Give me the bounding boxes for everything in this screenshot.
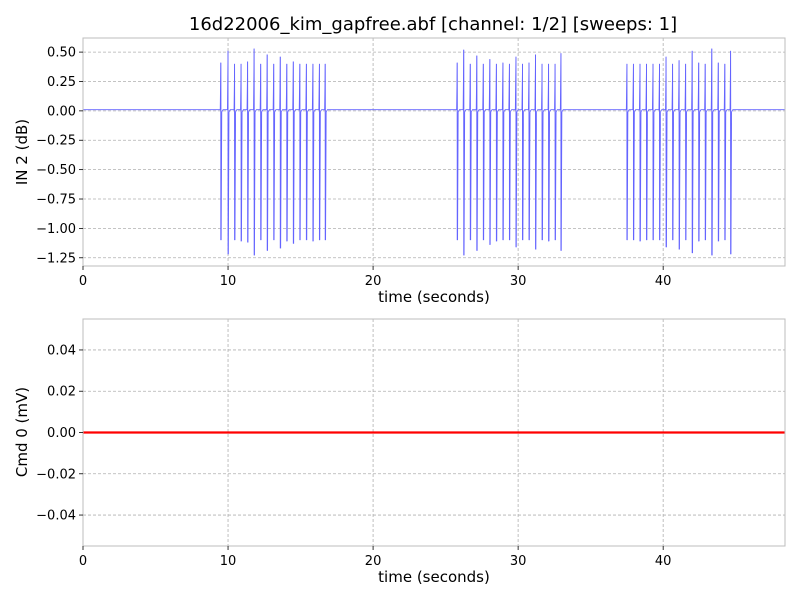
top-plot-ylabel: IN 2 (dB) [13,119,31,185]
bottom-plot-y-tick-label: 0.02 [47,385,76,400]
top-plot-x-tick-label: 0 [79,274,87,289]
top-plot-series-line [83,48,785,256]
top-plot-y-tick-label: 0.25 [47,75,76,90]
top-plot-x-tick-label: 30 [510,274,527,289]
top-plot-y-tick-label: −0.75 [36,193,76,208]
bottom-plot-ylabel: Cmd 0 (mV) [13,387,31,477]
top-plot-y-tick-label: 0.00 [47,104,76,119]
bottom-plot-y-tick-label: −0.02 [36,467,76,482]
bottom-plot-y-tick-label: 0.00 [47,426,76,441]
top-plot-panel: 0 10 20 30 40 0.50 0.25 0.00 −0.25 −0.50 −0.75 −1.0… [13,37,786,306]
bottom-plot-y-tick-label: −0.04 [36,509,76,524]
top-plot-y-tick-label: 0.50 [47,46,76,61]
bottom-plot-panel: 0 10 20 30 40 0.04 0.02 0.00 −0.02 −0.04 time (se… [13,318,786,586]
bottom-plot-x-tick-label: 10 [220,554,237,569]
top-plot-x-tick-label: 40 [655,274,672,289]
top-plot-frame [82,37,786,267]
bottom-plot-x-tick-label: 30 [510,554,527,569]
top-plot-x-tick-label: 20 [365,274,382,289]
bottom-plot-x-tick-label: 0 [79,554,87,569]
top-plot-y-tick-label: −0.25 [36,134,76,149]
top-plot-trace [83,48,785,256]
bottom-plot-ticks: 0 10 20 30 40 0.04 0.02 0.00 −0.02 −0.04 [36,343,671,569]
bottom-plot-x-tick-label: 40 [655,554,672,569]
chart-title: 16d22006_kim_gapfree.abf [channel: 1/2] … [189,14,677,35]
top-plot-y-tick-label: −1.25 [36,251,76,266]
top-plot-y-tick-label: −0.50 [36,163,76,178]
bottom-plot-x-tick-label: 20 [365,554,382,569]
top-plot-x-tick-label: 10 [220,274,237,289]
bottom-plot-xlabel: time (seconds) [378,568,490,586]
top-plot-y-tick-label: −1.00 [36,222,76,237]
top-plot-ticks: 0 10 20 30 40 0.50 0.25 0.00 −0.25 −0.50 −0.75 −1.0… [36,46,671,289]
top-plot-xlabel: time (seconds) [378,288,490,306]
bottom-plot-y-tick-label: 0.04 [47,343,76,358]
